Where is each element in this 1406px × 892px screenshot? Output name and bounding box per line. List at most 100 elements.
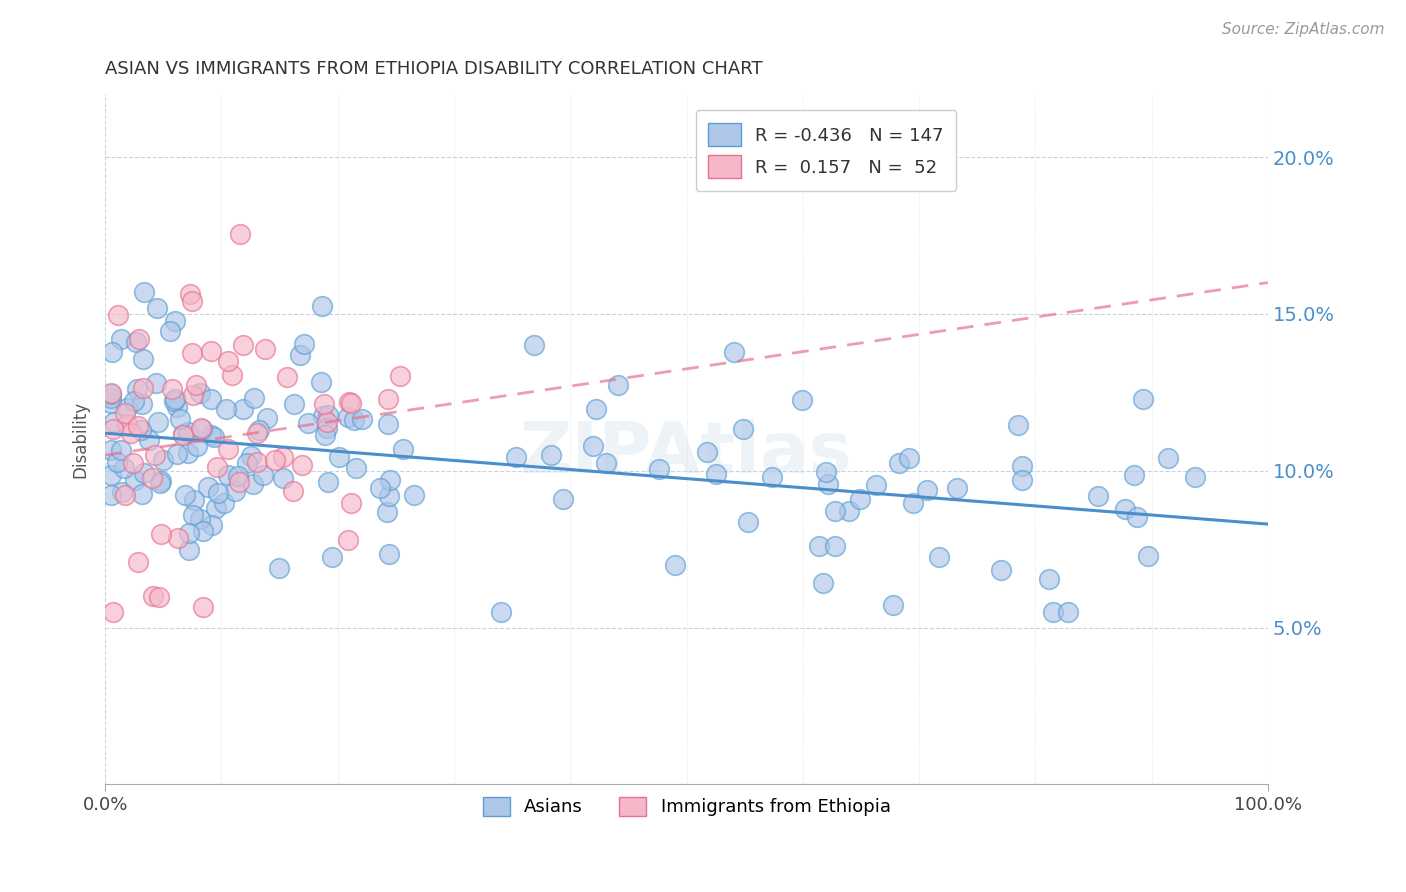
Point: [733, 422, 755, 436]
Point: [1087, 489, 1109, 503]
Point: [207, 486, 229, 500]
Point: [124, 394, 146, 409]
Point: [215, 402, 238, 417]
Point: [824, 504, 846, 518]
Point: [1011, 458, 1033, 473]
Point: [114, 488, 136, 502]
Point: [142, 589, 165, 603]
Point: [179, 287, 201, 301]
Point: [811, 576, 834, 591]
Point: [166, 447, 188, 461]
Point: [105, 455, 128, 469]
Point: [177, 526, 200, 541]
Point: [917, 483, 939, 497]
Point: [314, 427, 336, 442]
Point: [235, 456, 257, 470]
Point: [377, 417, 399, 431]
Point: [100, 396, 122, 410]
Point: [201, 518, 224, 533]
Point: [125, 382, 148, 396]
Point: [124, 335, 146, 350]
Point: [582, 439, 605, 453]
Point: [181, 293, 204, 308]
Point: [132, 352, 155, 367]
Point: [146, 416, 169, 430]
Point: [166, 400, 188, 414]
Point: [336, 409, 359, 424]
Point: [181, 388, 204, 402]
Point: [314, 397, 336, 411]
Point: [824, 539, 846, 553]
Point: [281, 483, 304, 498]
Point: [344, 461, 367, 475]
Point: [146, 301, 169, 315]
Point: [148, 591, 170, 605]
Point: [205, 501, 228, 516]
Point: [134, 285, 156, 299]
Point: [129, 423, 152, 437]
Point: [200, 427, 222, 442]
Point: [368, 481, 391, 495]
Point: [648, 462, 671, 476]
Point: [165, 314, 187, 328]
Point: [128, 332, 150, 346]
Point: [127, 418, 149, 433]
Point: [254, 343, 277, 357]
Point: [283, 397, 305, 411]
Point: [375, 505, 398, 519]
Point: [131, 487, 153, 501]
Point: [141, 471, 163, 485]
Point: [1114, 501, 1136, 516]
Point: [1132, 392, 1154, 407]
Point: [790, 393, 813, 408]
Point: [391, 442, 413, 456]
Point: [402, 488, 425, 502]
Point: [100, 391, 122, 405]
Text: Source: ZipAtlas.com: Source: ZipAtlas.com: [1222, 22, 1385, 37]
Point: [159, 324, 181, 338]
Point: [103, 415, 125, 429]
Point: [173, 488, 195, 502]
Point: [336, 533, 359, 547]
Point: [150, 474, 173, 488]
Point: [103, 605, 125, 619]
Point: [276, 370, 298, 384]
Point: [181, 346, 204, 360]
Point: [595, 456, 617, 470]
Point: [316, 415, 339, 429]
Point: [315, 421, 337, 435]
Point: [297, 417, 319, 431]
Point: [110, 333, 132, 347]
Point: [100, 467, 122, 482]
Point: [169, 412, 191, 426]
Point: [1007, 418, 1029, 433]
Point: [152, 453, 174, 467]
Point: [124, 474, 146, 488]
Point: [312, 409, 335, 423]
Point: [585, 401, 607, 416]
Point: [243, 391, 266, 405]
Point: [505, 450, 527, 465]
Point: [1123, 467, 1146, 482]
Point: [179, 542, 201, 557]
Point: [865, 478, 887, 492]
Point: [378, 548, 401, 562]
Point: [228, 475, 250, 490]
Point: [328, 450, 350, 464]
Point: [200, 343, 222, 358]
Point: [523, 338, 546, 352]
Point: [1136, 549, 1159, 563]
Point: [288, 348, 311, 362]
Point: [184, 377, 207, 392]
Point: [190, 420, 212, 434]
Point: [340, 496, 363, 510]
Point: [252, 468, 274, 483]
Point: [145, 376, 167, 390]
Point: [309, 375, 332, 389]
Point: [696, 444, 718, 458]
Point: [100, 345, 122, 359]
Point: [145, 448, 167, 462]
Point: [704, 467, 727, 481]
Point: [889, 456, 911, 470]
Point: [100, 487, 122, 501]
